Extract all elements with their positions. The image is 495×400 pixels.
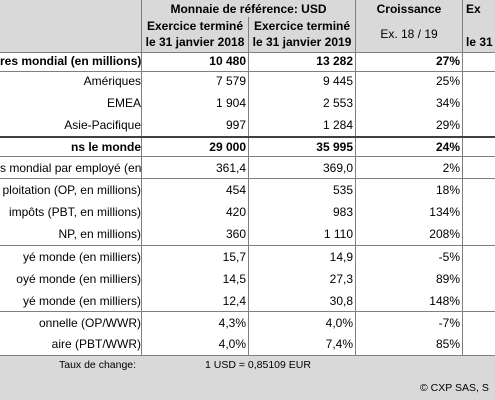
growth-value: 85% <box>435 337 460 351</box>
growth-value: 134% <box>429 205 460 219</box>
row-label: Amériques <box>83 74 141 88</box>
value-2019: 4,0% <box>325 316 353 330</box>
section-rule <box>0 136 495 138</box>
exchange-rate-value: 1 USD = 0,85109 EUR <box>205 359 311 371</box>
value-2019: 7,4% <box>325 337 353 351</box>
row-label: NP, en millions) <box>58 227 141 241</box>
value-2019: 1 110 <box>323 227 353 241</box>
growth-value: 29% <box>435 118 460 132</box>
row-label: res mondial (en millions) <box>0 54 141 68</box>
value-2018: 29 000 <box>209 140 246 154</box>
value-2018: 1 904 <box>215 96 246 110</box>
value-2019: 1 284 <box>322 118 353 132</box>
col1-header-line2: le 31 janvier 2018 <box>145 35 245 49</box>
value-2019: 27,3 <box>329 272 353 286</box>
value-2019: 9 445 <box>322 74 353 88</box>
value-2018: 454 <box>225 183 246 197</box>
value-2018: 7 579 <box>215 74 246 88</box>
value-2018: 420 <box>225 205 246 219</box>
value-2018: 15,7 <box>222 250 246 264</box>
exchange-rate-label: Taux de change: <box>59 359 137 371</box>
column-divider <box>248 17 249 355</box>
row-rule <box>0 178 495 179</box>
column-divider <box>462 0 463 355</box>
column-divider <box>141 0 142 355</box>
table-bottom-rule <box>0 355 495 356</box>
row-label: EMEA <box>106 96 141 110</box>
value-2019: 14,9 <box>329 250 353 264</box>
section-rule <box>0 245 495 246</box>
cut-column-header: Ex <box>466 2 481 16</box>
value-2018: 10 480 <box>209 54 246 68</box>
row-label: aire (PBT/WWR) <box>51 337 141 351</box>
row-label: Asie-Pacifique <box>64 118 141 132</box>
value-2018: 361,4 <box>215 161 246 175</box>
value-2019: 369,0 <box>322 161 353 175</box>
header-rule <box>0 52 495 53</box>
growth-value: 24% <box>435 140 460 154</box>
cut-column-subheader: le 31 <box>466 35 493 49</box>
growth-value: 18% <box>435 183 460 197</box>
growth-header: Croissance <box>376 2 442 16</box>
col1-header-line1: Exercice terminé <box>146 19 244 33</box>
footer-background <box>0 355 495 400</box>
row-rule <box>0 71 495 72</box>
growth-subheader: Ex. 18 / 19 <box>380 27 438 41</box>
growth-value: 27% <box>435 54 460 68</box>
row-label: impôts (PBT, en millions) <box>8 205 141 219</box>
section-rule <box>0 311 495 312</box>
row-label: yé monde (en milliers) <box>22 250 141 264</box>
row-label: yé monde (en milliers) <box>22 294 141 308</box>
growth-value: -5% <box>438 250 460 264</box>
row-rule <box>0 156 495 157</box>
header-background <box>0 0 495 52</box>
column-divider <box>355 0 356 355</box>
value-2019: 2 553 <box>322 96 353 110</box>
growth-value: 2% <box>442 161 460 175</box>
value-2018: 4,3% <box>218 316 246 330</box>
col2-header-line1: Exercice terminé <box>253 19 351 33</box>
value-2019: 30,8 <box>329 294 353 308</box>
row-label: onnelle (OP/WWR) <box>38 316 141 330</box>
value-2018: 997 <box>225 118 246 132</box>
growth-value: 34% <box>435 96 460 110</box>
growth-value: 89% <box>435 272 460 286</box>
value-2018: 360 <box>225 227 246 241</box>
value-2019: 983 <box>332 205 353 219</box>
row-label: ns le monde <box>70 140 141 154</box>
value-2018: 4,0% <box>218 337 246 351</box>
value-2019: 35 995 <box>316 140 353 154</box>
growth-value: 148% <box>429 294 460 308</box>
growth-value: -7% <box>438 316 460 330</box>
value-2018: 12,4 <box>222 294 246 308</box>
currency-header: Monnaie de référence: USD <box>170 2 327 16</box>
value-2019: 535 <box>332 183 353 197</box>
row-label: ploitation (OP, en millions) <box>2 183 141 197</box>
row-label: s mondial par employé (en <box>0 161 141 175</box>
col2-header-line2: le 31 janvier 2019 <box>252 35 352 49</box>
value-2018: 14,5 <box>222 272 246 286</box>
row-label: oyé monde (en milliers) <box>16 272 141 286</box>
growth-value: 208% <box>429 227 460 241</box>
value-2019: 13 282 <box>316 54 353 68</box>
copyright-text: © CXP SAS, S <box>420 382 489 394</box>
growth-value: 25% <box>435 74 460 88</box>
